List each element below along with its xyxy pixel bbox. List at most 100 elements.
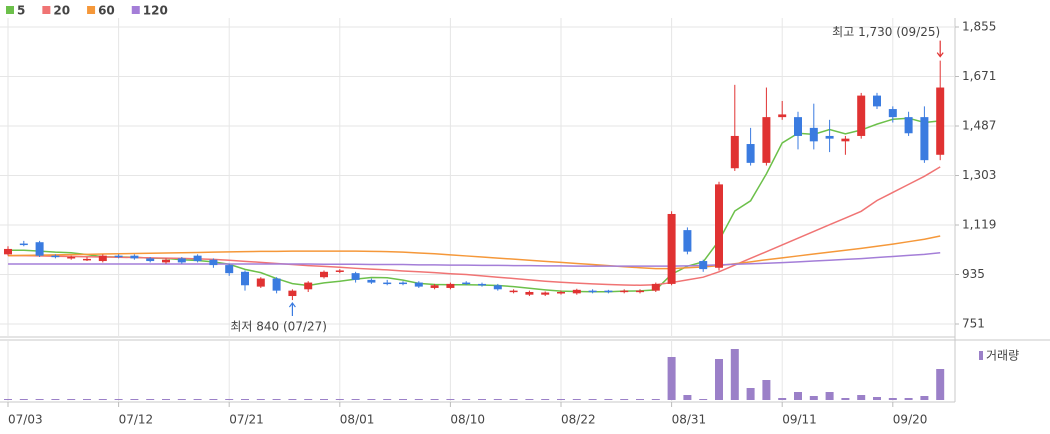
annotation-arrow xyxy=(936,40,944,58)
volume-bar xyxy=(414,399,423,400)
legend-label: 60 xyxy=(98,4,115,18)
x-tick-label: 08/31 xyxy=(672,413,707,427)
candle-body xyxy=(651,283,660,291)
volume-bar xyxy=(636,399,644,400)
volume-bar xyxy=(320,399,328,400)
volume-bar xyxy=(351,399,360,400)
candle-body xyxy=(67,257,76,259)
candle-body xyxy=(620,290,629,293)
candle-body xyxy=(936,87,945,155)
candle-body xyxy=(446,283,455,288)
volume-bar xyxy=(130,399,139,400)
candle-body xyxy=(715,184,723,268)
volume-bar xyxy=(651,399,660,400)
legend-swatch xyxy=(42,6,51,14)
y-tick-label: 935 xyxy=(962,267,985,281)
candle-body xyxy=(399,282,407,285)
x-tick-label: 07/03 xyxy=(8,413,43,427)
y-tick-label: 1,671 xyxy=(962,69,996,83)
volume-bar xyxy=(493,399,502,400)
volume-bar xyxy=(683,395,692,400)
legend-swatch xyxy=(131,6,140,14)
volume-bar xyxy=(715,359,723,400)
candle-body xyxy=(351,273,360,280)
x-tick-label: 08/01 xyxy=(340,413,375,427)
candle-body xyxy=(414,282,423,287)
volume-bar xyxy=(288,399,297,400)
candle-body xyxy=(683,230,692,252)
candle-body xyxy=(4,248,12,255)
volume-legend-label: 거래량 xyxy=(986,349,1019,363)
candle-body xyxy=(525,291,534,295)
volume-bar xyxy=(557,399,565,400)
volume-bar xyxy=(35,399,44,400)
y-tick-label: 1,303 xyxy=(962,168,996,182)
x-tick-label: 09/20 xyxy=(893,413,928,427)
candle-body xyxy=(841,138,850,142)
volume-bar xyxy=(98,399,107,400)
volume-bar xyxy=(873,397,881,400)
candle-body xyxy=(320,271,328,278)
y-tick-label: 751 xyxy=(962,317,985,331)
y-tick-label: 1,487 xyxy=(962,119,996,133)
legend-swatch xyxy=(87,6,96,14)
legend-label: 120 xyxy=(143,4,168,18)
x-tick-label: 08/10 xyxy=(450,413,485,427)
candle-body xyxy=(888,109,897,118)
volume-bar xyxy=(857,395,866,400)
candle-body xyxy=(920,117,929,161)
volume-bar xyxy=(730,349,739,400)
candle-body xyxy=(541,292,550,295)
candle-body xyxy=(383,282,392,285)
candle-body xyxy=(667,213,676,284)
volume-bar xyxy=(778,398,787,400)
volume-bar xyxy=(209,399,218,400)
candle-body xyxy=(130,255,139,259)
volume-bar xyxy=(225,399,234,400)
candle-body xyxy=(272,278,281,291)
candle-body xyxy=(35,242,44,256)
candle-body xyxy=(462,282,471,285)
candle-body xyxy=(19,243,28,246)
x-tick-label: 07/21 xyxy=(229,413,264,427)
annotation-label: 최저 840 (07/27) xyxy=(230,320,327,334)
x-tick-label: 07/12 xyxy=(119,413,154,427)
volume-bar xyxy=(4,399,12,400)
annotation-arrow xyxy=(288,302,296,317)
volume-bar xyxy=(809,396,818,400)
candle-body xyxy=(146,258,155,262)
x-tick-label: 09/11 xyxy=(782,413,817,427)
candle-body xyxy=(778,114,787,118)
volume-bar xyxy=(699,399,708,400)
candle-body xyxy=(699,261,708,270)
candle-body xyxy=(430,285,439,288)
candle-body xyxy=(636,290,644,293)
candle-body xyxy=(335,270,344,272)
candle-body xyxy=(557,291,565,294)
candle-body xyxy=(83,258,91,261)
volume-bar xyxy=(794,392,802,400)
volume-bar xyxy=(51,399,60,400)
volume-bar xyxy=(888,398,897,400)
volume-bar xyxy=(83,399,91,400)
volume-bar xyxy=(399,399,407,400)
candle-body xyxy=(288,290,297,297)
candle-body xyxy=(509,290,518,293)
candle-body xyxy=(572,289,581,294)
volume-bar xyxy=(367,399,376,400)
candle-body xyxy=(225,265,234,274)
volume-bar xyxy=(604,399,613,400)
y-tick-label: 1,119 xyxy=(962,218,996,232)
volume-bar xyxy=(335,399,344,400)
candle-body xyxy=(873,95,881,107)
y-tick-label: 1,855 xyxy=(962,20,996,34)
candle-body xyxy=(588,290,597,293)
candle-body xyxy=(478,283,486,286)
candle-body xyxy=(904,117,913,134)
candle-body xyxy=(746,144,755,163)
volume-bar xyxy=(193,399,202,400)
moving-average-line xyxy=(7,235,941,270)
candle-body xyxy=(177,258,186,263)
